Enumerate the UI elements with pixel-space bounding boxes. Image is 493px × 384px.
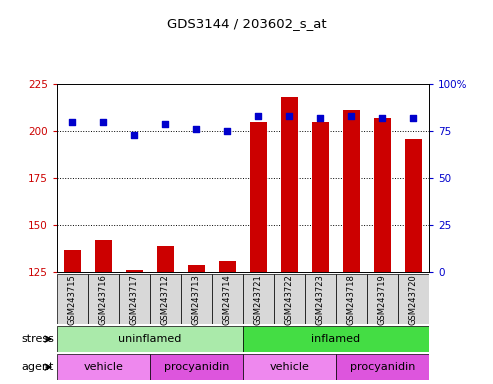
Bar [212, 274, 243, 324]
Bar [336, 274, 367, 324]
Point [285, 113, 293, 119]
Bar [150, 274, 181, 324]
Text: GDS3144 / 203602_s_at: GDS3144 / 203602_s_at [167, 17, 326, 30]
Bar [305, 274, 336, 324]
Point [130, 132, 138, 138]
Bar [274, 274, 305, 324]
Text: inflamed: inflamed [311, 334, 360, 344]
Bar [281, 97, 298, 272]
Text: stress: stress [21, 334, 54, 344]
Text: vehicle: vehicle [269, 362, 309, 372]
Text: GSM243718: GSM243718 [347, 274, 356, 324]
Bar [181, 274, 212, 324]
Bar [157, 246, 174, 272]
Bar [88, 274, 119, 324]
Bar [243, 274, 274, 324]
Text: GSM243721: GSM243721 [254, 274, 263, 324]
Text: uninflamed: uninflamed [118, 334, 181, 344]
Bar [95, 240, 112, 272]
Text: vehicle: vehicle [83, 362, 123, 372]
Text: GSM243713: GSM243713 [192, 274, 201, 324]
Text: GSM243720: GSM243720 [409, 274, 418, 324]
Point [348, 113, 355, 119]
Bar [57, 274, 88, 324]
Point [161, 121, 169, 127]
Text: procyanidin: procyanidin [350, 362, 415, 372]
Bar [405, 139, 422, 272]
Bar [398, 274, 429, 324]
Text: GSM243714: GSM243714 [223, 274, 232, 324]
Point [99, 119, 107, 125]
Point [254, 113, 262, 119]
Text: GSM243717: GSM243717 [130, 274, 139, 324]
Bar [188, 265, 205, 272]
Point [223, 128, 231, 134]
Bar [312, 122, 329, 272]
Point [68, 119, 76, 125]
Text: GSM243716: GSM243716 [99, 274, 108, 324]
Bar [336, 354, 429, 380]
Bar [150, 354, 243, 380]
Point [192, 126, 200, 132]
Bar [57, 354, 150, 380]
Bar [126, 270, 143, 272]
Bar [374, 118, 391, 272]
Bar [243, 326, 429, 352]
Point [317, 115, 324, 121]
Text: GSM243723: GSM243723 [316, 274, 325, 324]
Bar [119, 274, 150, 324]
Bar [219, 261, 236, 272]
Text: agent: agent [22, 362, 54, 372]
Text: GSM243712: GSM243712 [161, 274, 170, 324]
Text: procyanidin: procyanidin [164, 362, 229, 372]
Bar [64, 250, 81, 272]
Text: GSM243715: GSM243715 [68, 274, 77, 324]
Bar [57, 326, 243, 352]
Text: GSM243722: GSM243722 [285, 274, 294, 324]
Bar [243, 354, 336, 380]
Bar [343, 111, 360, 272]
Point [410, 115, 418, 121]
Text: GSM243719: GSM243719 [378, 274, 387, 324]
Bar [367, 274, 398, 324]
Bar [250, 122, 267, 272]
Point [379, 115, 387, 121]
